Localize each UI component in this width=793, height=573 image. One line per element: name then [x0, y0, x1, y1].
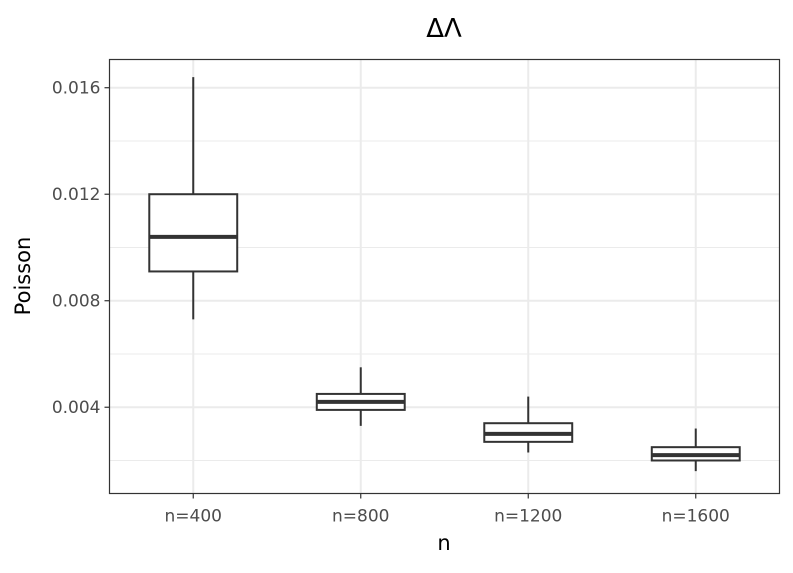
iqr-box [148, 193, 239, 273]
y-tick-label: 0.004 [52, 398, 101, 418]
x-tick-label: n=800 [332, 507, 389, 527]
x-axis: n=400 n=800 n=1200 n=1600 [165, 493, 730, 527]
box-n=1200 [483, 396, 574, 453]
y-tick-label: 0.008 [52, 292, 101, 312]
box-n=800 [315, 367, 406, 426]
x-tick-label: n=400 [165, 507, 222, 527]
y-tick-label: 0.012 [52, 185, 101, 205]
x-tick-label: n=1600 [662, 507, 730, 527]
chart-title: ΔΛ [426, 14, 462, 44]
y-axis-title: Poisson [11, 237, 35, 316]
y-axis: 0.004 0.008 0.012 0.016 [52, 79, 110, 418]
x-axis-title: n [437, 531, 450, 555]
plot-panel-border [108, 58, 781, 495]
box-n=1600 [650, 428, 741, 472]
x-tick-label: n=1200 [494, 507, 562, 527]
y-tick-label: 0.016 [52, 79, 101, 99]
box-n=400 [148, 77, 239, 320]
grid-lines [109, 59, 780, 494]
box-series [148, 77, 741, 472]
